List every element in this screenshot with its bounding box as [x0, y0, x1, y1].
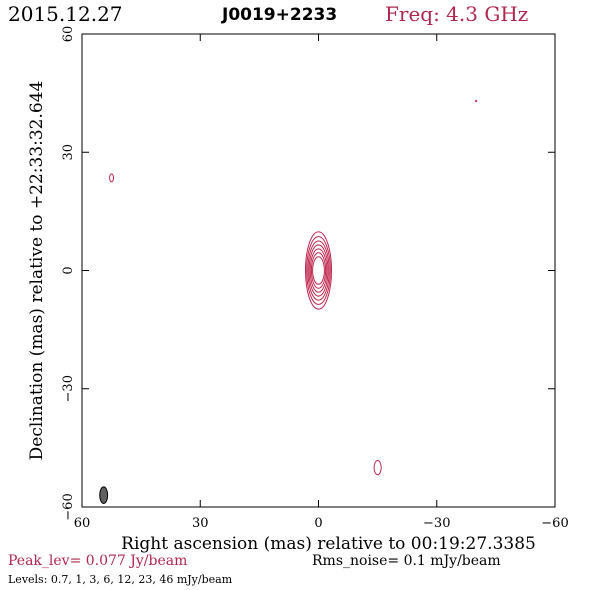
y-axis-label: Declination (mas) relative to +22:33:32.…: [27, 81, 47, 461]
contour-core: [308, 244, 329, 297]
x-axis-label: Right ascension (mas) relative to 00:19:…: [121, 534, 536, 554]
contour-core: [304, 231, 333, 310]
x-tick-label: 0: [314, 516, 322, 531]
observation-date: 2015.12.27: [8, 2, 123, 26]
x-tick-label: 30: [192, 516, 209, 531]
y-tick-label: −60: [61, 493, 76, 520]
source-name: J0019+2233: [222, 5, 338, 25]
contour-levels: Levels: 0.7, 1, 3, 6, 12, 23, 46 mJy/bea…: [8, 573, 233, 586]
contour-core: [309, 248, 328, 293]
x-tick-label: −30: [423, 516, 450, 531]
frequency-label: Freq: 4.3 GHz: [385, 2, 529, 26]
contour-core: [312, 256, 325, 285]
contour-blob-sw: [373, 459, 382, 476]
y-tick-label: 30: [61, 144, 76, 161]
x-tick-label: 60: [74, 516, 91, 531]
y-tick-label: −30: [61, 375, 76, 402]
rms-noise: Rms_noise= 0.1 mJy/beam: [312, 553, 501, 569]
contour-core: [307, 240, 330, 301]
contour-core: [310, 252, 327, 289]
contour-core: [306, 236, 331, 305]
y-tick-label: 0: [61, 266, 76, 274]
contour-blob-ne: [109, 173, 115, 183]
x-tick-label: −60: [541, 516, 568, 531]
y-tick-label: 60: [61, 26, 76, 43]
beam-ellipse: [99, 486, 109, 504]
plot-frame: [81, 33, 556, 508]
peak-level: Peak_lev= 0.077 Jy/beam: [8, 553, 188, 569]
contour-dot: [475, 99, 478, 103]
